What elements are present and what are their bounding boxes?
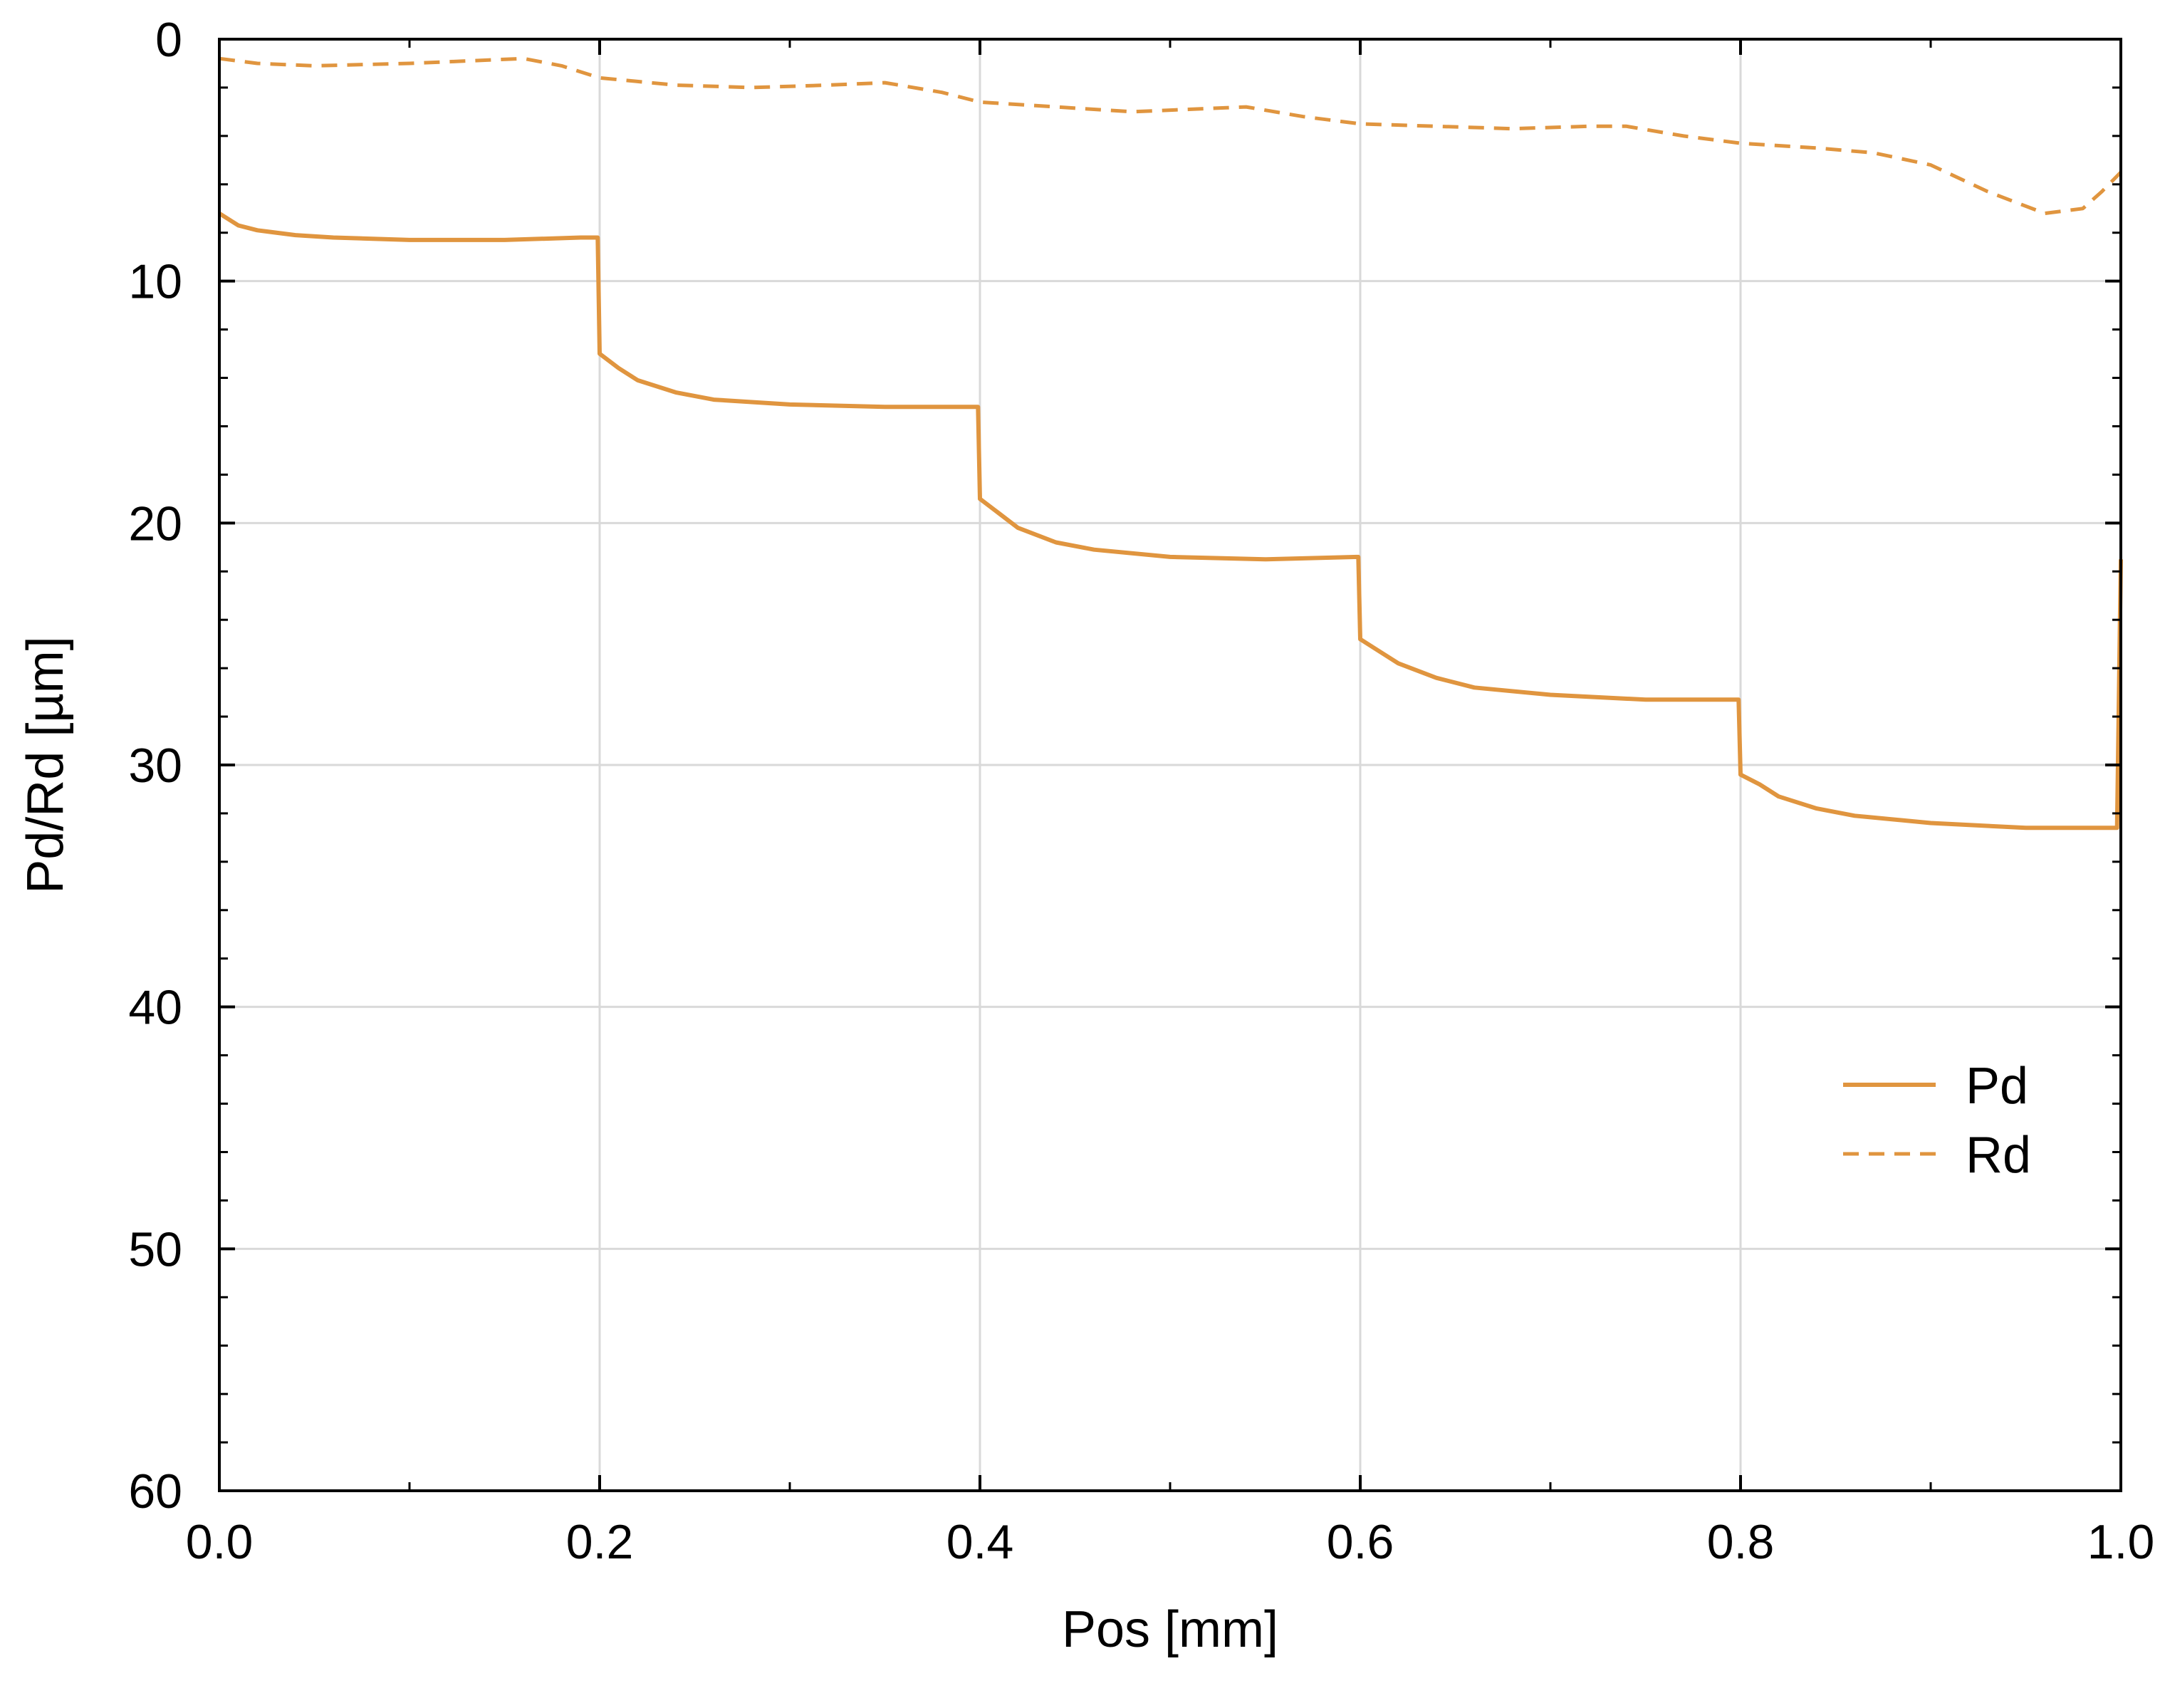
- y-axis-label: Pd/Rd [µm]: [17, 636, 74, 894]
- y-tick-label: 20: [128, 496, 182, 551]
- y-tick-label: 0: [155, 13, 182, 67]
- x-tick-label: 0.6: [1327, 1515, 1394, 1569]
- y-tick-label: 40: [128, 981, 182, 1035]
- x-tick-label: 0.0: [186, 1515, 254, 1569]
- legend: Pd Rd: [1843, 1058, 2031, 1184]
- series-line-rd: [219, 56, 2122, 216]
- x-axis-label: Pos [mm]: [1062, 1601, 1278, 1658]
- x-tick-label: 1.0: [2087, 1515, 2155, 1569]
- legend-label-pd: Pd: [1966, 1058, 2028, 1115]
- series-line-pd: [218, 212, 2123, 830]
- legend-label-rd: Rd: [1966, 1127, 2031, 1184]
- y-tick-label: 60: [128, 1464, 182, 1519]
- x-tick-label: 0.2: [566, 1515, 634, 1569]
- axes-layer: 0.0 0.2 0.4 0.6 0.8 1.0 0 10 20 30 40 50 60 Pos [mm] P…: [17, 13, 2154, 1658]
- grid-layer: [219, 39, 2121, 1491]
- series-layer: [218, 56, 2123, 830]
- x-tick-label: 0.8: [1707, 1515, 1775, 1569]
- y-tick-label: 50: [128, 1222, 182, 1276]
- x-tick-label: 0.4: [946, 1515, 1014, 1569]
- y-tick-label: 10: [128, 255, 182, 309]
- y-tick-label: 30: [128, 739, 182, 793]
